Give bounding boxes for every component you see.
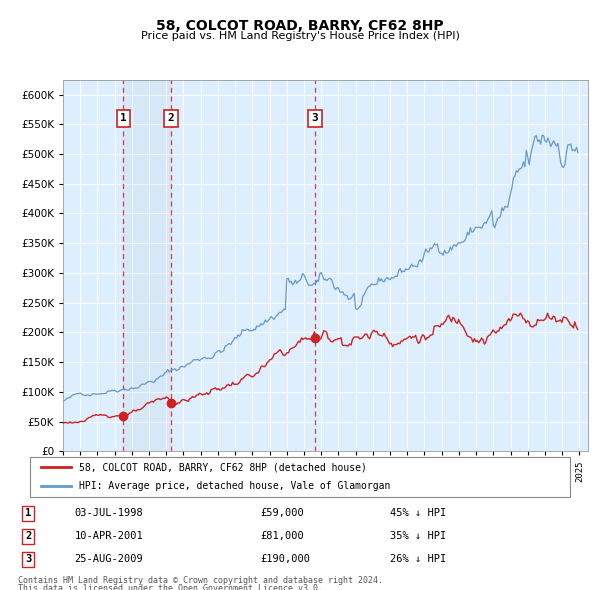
Text: 58, COLCOT ROAD, BARRY, CF62 8HP (detached house): 58, COLCOT ROAD, BARRY, CF62 8HP (detach…	[79, 463, 367, 473]
Text: 2: 2	[167, 113, 175, 123]
Text: 35% ↓ HPI: 35% ↓ HPI	[390, 532, 446, 541]
Text: 25-AUG-2009: 25-AUG-2009	[74, 554, 143, 564]
FancyBboxPatch shape	[30, 457, 570, 497]
Text: 03-JUL-1998: 03-JUL-1998	[74, 509, 143, 519]
Text: 45% ↓ HPI: 45% ↓ HPI	[390, 509, 446, 519]
Text: Price paid vs. HM Land Registry's House Price Index (HPI): Price paid vs. HM Land Registry's House …	[140, 31, 460, 41]
Text: 3: 3	[25, 554, 31, 564]
Text: £81,000: £81,000	[260, 532, 304, 541]
Text: This data is licensed under the Open Government Licence v3.0.: This data is licensed under the Open Gov…	[18, 584, 323, 590]
Text: HPI: Average price, detached house, Vale of Glamorgan: HPI: Average price, detached house, Vale…	[79, 481, 390, 491]
Bar	[123, 80, 171, 451]
Text: 2: 2	[25, 532, 31, 541]
Text: 3: 3	[312, 113, 319, 123]
Text: £59,000: £59,000	[260, 509, 304, 519]
Text: £190,000: £190,000	[260, 554, 311, 564]
Text: 1: 1	[25, 509, 31, 519]
Text: 1: 1	[120, 113, 127, 123]
Text: 26% ↓ HPI: 26% ↓ HPI	[390, 554, 446, 564]
Text: 10-APR-2001: 10-APR-2001	[74, 532, 143, 541]
Text: 58, COLCOT ROAD, BARRY, CF62 8HP: 58, COLCOT ROAD, BARRY, CF62 8HP	[156, 19, 444, 33]
Text: Contains HM Land Registry data © Crown copyright and database right 2024.: Contains HM Land Registry data © Crown c…	[18, 576, 383, 585]
